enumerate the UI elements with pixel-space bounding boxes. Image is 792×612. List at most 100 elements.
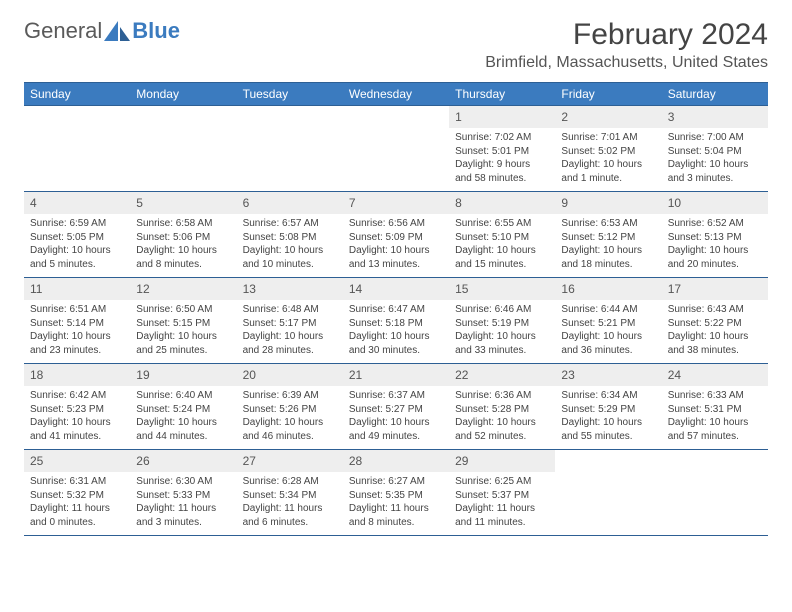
calendar-cell: 16Sunrise: 6:44 AMSunset: 5:21 PMDayligh… (555, 278, 661, 364)
daylight-line: Daylight: 11 hours and 0 minutes. (30, 502, 124, 529)
calendar-cell: 3Sunrise: 7:00 AMSunset: 5:04 PMDaylight… (662, 106, 768, 192)
calendar-cell: 28Sunrise: 6:27 AMSunset: 5:35 PMDayligh… (343, 450, 449, 536)
day-body: Sunrise: 6:51 AMSunset: 5:14 PMDaylight:… (24, 300, 130, 360)
sunset-line: Sunset: 5:27 PM (349, 403, 443, 417)
day-body: Sunrise: 6:56 AMSunset: 5:09 PMDaylight:… (343, 214, 449, 274)
daylight-line: Daylight: 10 hours and 1 minute. (561, 158, 655, 185)
day-header: Monday (130, 83, 236, 106)
day-number: 1 (449, 106, 555, 128)
calendar-cell: 10Sunrise: 6:52 AMSunset: 5:13 PMDayligh… (662, 192, 768, 278)
day-number: 5 (130, 192, 236, 214)
calendar-cell (24, 106, 130, 192)
sunrise-line: Sunrise: 6:46 AM (455, 303, 549, 317)
day-body: Sunrise: 6:30 AMSunset: 5:33 PMDaylight:… (130, 472, 236, 532)
day-body: Sunrise: 6:57 AMSunset: 5:08 PMDaylight:… (237, 214, 343, 274)
calendar-cell: 20Sunrise: 6:39 AMSunset: 5:26 PMDayligh… (237, 364, 343, 450)
daylight-line: Daylight: 10 hours and 18 minutes. (561, 244, 655, 271)
calendar-body: 1Sunrise: 7:02 AMSunset: 5:01 PMDaylight… (24, 106, 768, 536)
sunset-line: Sunset: 5:04 PM (668, 145, 762, 159)
day-body: Sunrise: 6:42 AMSunset: 5:23 PMDaylight:… (24, 386, 130, 446)
sunrise-line: Sunrise: 6:39 AM (243, 389, 337, 403)
sunrise-line: Sunrise: 6:42 AM (30, 389, 124, 403)
sunset-line: Sunset: 5:26 PM (243, 403, 337, 417)
day-body: Sunrise: 6:55 AMSunset: 5:10 PMDaylight:… (449, 214, 555, 274)
calendar-cell: 19Sunrise: 6:40 AMSunset: 5:24 PMDayligh… (130, 364, 236, 450)
day-header: Saturday (662, 83, 768, 106)
calendar-cell: 23Sunrise: 6:34 AMSunset: 5:29 PMDayligh… (555, 364, 661, 450)
daylight-line: Daylight: 10 hours and 5 minutes. (30, 244, 124, 271)
sunrise-line: Sunrise: 6:57 AM (243, 217, 337, 231)
daylight-line: Daylight: 10 hours and 25 minutes. (136, 330, 230, 357)
calendar-cell: 22Sunrise: 6:36 AMSunset: 5:28 PMDayligh… (449, 364, 555, 450)
calendar-cell: 14Sunrise: 6:47 AMSunset: 5:18 PMDayligh… (343, 278, 449, 364)
sunset-line: Sunset: 5:34 PM (243, 489, 337, 503)
daylight-line: Daylight: 10 hours and 8 minutes. (136, 244, 230, 271)
calendar-cell: 29Sunrise: 6:25 AMSunset: 5:37 PMDayligh… (449, 450, 555, 536)
title-block: February 2024 Brimfield, Massachusetts, … (485, 18, 768, 72)
daylight-line: Daylight: 11 hours and 8 minutes. (349, 502, 443, 529)
calendar-cell: 6Sunrise: 6:57 AMSunset: 5:08 PMDaylight… (237, 192, 343, 278)
day-body: Sunrise: 7:01 AMSunset: 5:02 PMDaylight:… (555, 128, 661, 188)
day-number: 24 (662, 364, 768, 386)
sunset-line: Sunset: 5:32 PM (30, 489, 124, 503)
sunset-line: Sunset: 5:21 PM (561, 317, 655, 331)
day-number: 3 (662, 106, 768, 128)
daylight-line: Daylight: 11 hours and 6 minutes. (243, 502, 337, 529)
sunset-line: Sunset: 5:06 PM (136, 231, 230, 245)
sunrise-line: Sunrise: 6:50 AM (136, 303, 230, 317)
sunrise-line: Sunrise: 6:43 AM (668, 303, 762, 317)
header: General Blue February 2024 Brimfield, Ma… (24, 18, 768, 72)
daylight-line: Daylight: 10 hours and 36 minutes. (561, 330, 655, 357)
day-body: Sunrise: 6:25 AMSunset: 5:37 PMDaylight:… (449, 472, 555, 532)
day-body: Sunrise: 6:37 AMSunset: 5:27 PMDaylight:… (343, 386, 449, 446)
daylight-line: Daylight: 10 hours and 13 minutes. (349, 244, 443, 271)
day-body: Sunrise: 6:43 AMSunset: 5:22 PMDaylight:… (662, 300, 768, 360)
calendar-cell (343, 106, 449, 192)
day-body: Sunrise: 6:58 AMSunset: 5:06 PMDaylight:… (130, 214, 236, 274)
sunrise-line: Sunrise: 6:40 AM (136, 389, 230, 403)
sunset-line: Sunset: 5:19 PM (455, 317, 549, 331)
calendar-cell: 15Sunrise: 6:46 AMSunset: 5:19 PMDayligh… (449, 278, 555, 364)
day-number: 8 (449, 192, 555, 214)
sunrise-line: Sunrise: 6:51 AM (30, 303, 124, 317)
sunset-line: Sunset: 5:24 PM (136, 403, 230, 417)
day-number: 14 (343, 278, 449, 300)
sunrise-line: Sunrise: 6:47 AM (349, 303, 443, 317)
day-number: 9 (555, 192, 661, 214)
calendar-cell: 18Sunrise: 6:42 AMSunset: 5:23 PMDayligh… (24, 364, 130, 450)
sunrise-line: Sunrise: 6:28 AM (243, 475, 337, 489)
day-body: Sunrise: 6:44 AMSunset: 5:21 PMDaylight:… (555, 300, 661, 360)
calendar-cell (130, 106, 236, 192)
calendar-cell: 1Sunrise: 7:02 AMSunset: 5:01 PMDaylight… (449, 106, 555, 192)
calendar-cell: 24Sunrise: 6:33 AMSunset: 5:31 PMDayligh… (662, 364, 768, 450)
sunset-line: Sunset: 5:28 PM (455, 403, 549, 417)
sunset-line: Sunset: 5:14 PM (30, 317, 124, 331)
daylight-line: Daylight: 10 hours and 46 minutes. (243, 416, 337, 443)
sunset-line: Sunset: 5:31 PM (668, 403, 762, 417)
sunrise-line: Sunrise: 6:56 AM (349, 217, 443, 231)
calendar-cell: 17Sunrise: 6:43 AMSunset: 5:22 PMDayligh… (662, 278, 768, 364)
calendar-cell: 26Sunrise: 6:30 AMSunset: 5:33 PMDayligh… (130, 450, 236, 536)
day-number: 10 (662, 192, 768, 214)
calendar-cell: 27Sunrise: 6:28 AMSunset: 5:34 PMDayligh… (237, 450, 343, 536)
calendar-cell: 2Sunrise: 7:01 AMSunset: 5:02 PMDaylight… (555, 106, 661, 192)
logo-text-blue: Blue (132, 18, 180, 44)
day-header: Tuesday (237, 83, 343, 106)
sunset-line: Sunset: 5:15 PM (136, 317, 230, 331)
calendar-cell: 13Sunrise: 6:48 AMSunset: 5:17 PMDayligh… (237, 278, 343, 364)
calendar-cell (237, 106, 343, 192)
daylight-line: Daylight: 11 hours and 3 minutes. (136, 502, 230, 529)
day-body: Sunrise: 6:36 AMSunset: 5:28 PMDaylight:… (449, 386, 555, 446)
day-body: Sunrise: 6:48 AMSunset: 5:17 PMDaylight:… (237, 300, 343, 360)
sunrise-line: Sunrise: 7:02 AM (455, 131, 549, 145)
day-body: Sunrise: 6:27 AMSunset: 5:35 PMDaylight:… (343, 472, 449, 532)
calendar-cell: 21Sunrise: 6:37 AMSunset: 5:27 PMDayligh… (343, 364, 449, 450)
sunset-line: Sunset: 5:33 PM (136, 489, 230, 503)
day-body: Sunrise: 6:53 AMSunset: 5:12 PMDaylight:… (555, 214, 661, 274)
daylight-line: Daylight: 10 hours and 41 minutes. (30, 416, 124, 443)
sunrise-line: Sunrise: 6:37 AM (349, 389, 443, 403)
sunset-line: Sunset: 5:17 PM (243, 317, 337, 331)
sunrise-line: Sunrise: 6:30 AM (136, 475, 230, 489)
sunset-line: Sunset: 5:13 PM (668, 231, 762, 245)
sunrise-line: Sunrise: 6:36 AM (455, 389, 549, 403)
